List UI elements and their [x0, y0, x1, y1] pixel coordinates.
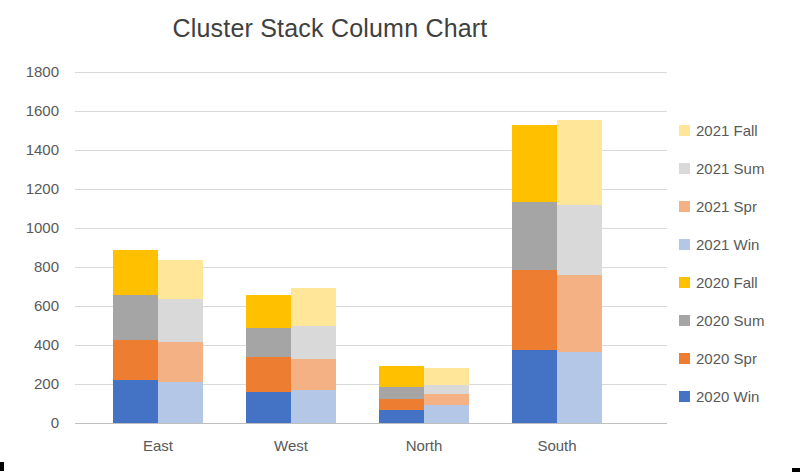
y-axis-tick-label: 600	[7, 297, 59, 315]
x-axis-line	[75, 423, 667, 424]
legend-swatch-icon	[679, 239, 690, 250]
stacked-bar-2020-east	[113, 250, 158, 423]
legend-label: 2020 Fall	[696, 274, 758, 291]
legend-label: 2021 Spr	[696, 198, 757, 215]
bar-segment-2021-sum	[557, 205, 602, 275]
y-axis-tick-label: 1600	[7, 102, 59, 120]
legend-item-2020-spr: 2020 Spr	[679, 348, 757, 368]
bar-segment-2020-spr	[246, 357, 291, 392]
legend-label: 2021 Win	[696, 236, 759, 253]
legend-swatch-icon	[679, 277, 690, 288]
legend-swatch-icon	[679, 163, 690, 174]
y-axis-tick-label: 400	[7, 336, 59, 354]
bar-segment-2021-win	[424, 405, 469, 423]
legend-item-2020-win: 2020 Win	[679, 386, 759, 406]
bar-segment-2021-win	[158, 382, 203, 423]
bar-segment-2021-spr	[158, 342, 203, 382]
bar-segment-2021-spr	[291, 359, 336, 390]
y-axis-tick-label: 200	[7, 375, 59, 393]
bar-segment-2020-sum	[379, 387, 424, 399]
y-axis-tick-label: 0	[7, 414, 59, 432]
legend-item-2021-spr: 2021 Spr	[679, 196, 757, 216]
bar-segment-2020-win	[246, 392, 291, 423]
stacked-bar-2020-west	[246, 295, 291, 423]
legend-swatch-icon	[679, 315, 690, 326]
stacked-bar-2021-south	[557, 120, 602, 423]
legend-swatch-icon	[679, 201, 690, 212]
legend-swatch-icon	[679, 391, 690, 402]
bar-segment-2020-fall	[246, 295, 291, 328]
y-axis-tick-label: 1200	[7, 180, 59, 198]
bar-segment-2020-sum	[512, 202, 557, 270]
bar-segment-2021-fall	[557, 120, 602, 205]
y-axis-tick-label: 1400	[7, 141, 59, 159]
bar-segment-2021-fall	[158, 260, 203, 299]
screenshot-artifact-bottom-right	[792, 468, 800, 472]
x-axis-category-label: East	[93, 437, 223, 454]
bar-segment-2020-win	[113, 380, 158, 423]
legend-label: 2020 Spr	[696, 350, 757, 367]
bar-segment-2021-sum	[291, 326, 336, 358]
bar-segment-2020-spr	[512, 270, 557, 350]
legend-item-2020-sum: 2020 Sum	[679, 310, 764, 330]
bar-segment-2020-win	[512, 350, 557, 423]
bar-segment-2021-fall	[424, 368, 469, 385]
legend-swatch-icon	[679, 353, 690, 364]
bar-segment-2020-sum	[113, 295, 158, 340]
bar-segment-2021-sum	[158, 299, 203, 342]
x-axis-category-label: North	[359, 437, 489, 454]
legend-label: 2020 Sum	[696, 312, 764, 329]
stacked-bar-2021-west	[291, 288, 336, 423]
bar-segment-2021-spr	[557, 275, 602, 352]
legend-label: 2021 Fall	[696, 122, 758, 139]
bar-segment-2021-fall	[291, 288, 336, 326]
stacked-bar-2020-south	[512, 125, 557, 423]
y-axis-tick-label: 1800	[7, 63, 59, 81]
screenshot-artifact-bottom-left	[0, 462, 4, 471]
stacked-bar-2021-east	[158, 260, 203, 423]
bar-segment-2020-fall	[512, 125, 557, 202]
stacked-bar-2020-north	[379, 366, 424, 423]
y-axis-tick-label: 800	[7, 258, 59, 276]
legend-item-2021-sum: 2021 Sum	[679, 158, 764, 178]
stacked-bar-2021-north	[424, 368, 469, 423]
bar-segment-2020-sum	[246, 328, 291, 356]
legend-label: 2020 Win	[696, 388, 759, 405]
bar-segment-2021-spr	[424, 394, 469, 406]
y-axis-tick-label: 1000	[7, 219, 59, 237]
legend-item-2021-win: 2021 Win	[679, 234, 759, 254]
bar-segment-2020-win	[379, 410, 424, 423]
bar-segment-2021-win	[557, 352, 602, 423]
legend-item-2021-fall: 2021 Fall	[679, 120, 758, 140]
x-axis-category-label: South	[492, 437, 622, 454]
gridline	[75, 72, 667, 73]
legend-swatch-icon	[679, 125, 690, 136]
bar-segment-2020-spr	[379, 399, 424, 411]
bar-segment-2021-sum	[424, 385, 469, 394]
gridline	[75, 111, 667, 112]
chart-title: Cluster Stack Column Chart	[0, 14, 660, 43]
bar-segment-2020-fall	[379, 366, 424, 386]
bar-segment-2020-fall	[113, 250, 158, 295]
x-axis-category-label: West	[226, 437, 356, 454]
cluster-stack-column-chart: Cluster Stack Column Chart 0 200 400 600 800…	[0, 0, 800, 472]
legend-label: 2021 Sum	[696, 160, 764, 177]
bar-segment-2021-win	[291, 390, 336, 423]
legend-item-2020-fall: 2020 Fall	[679, 272, 758, 292]
bar-segment-2020-spr	[113, 340, 158, 380]
